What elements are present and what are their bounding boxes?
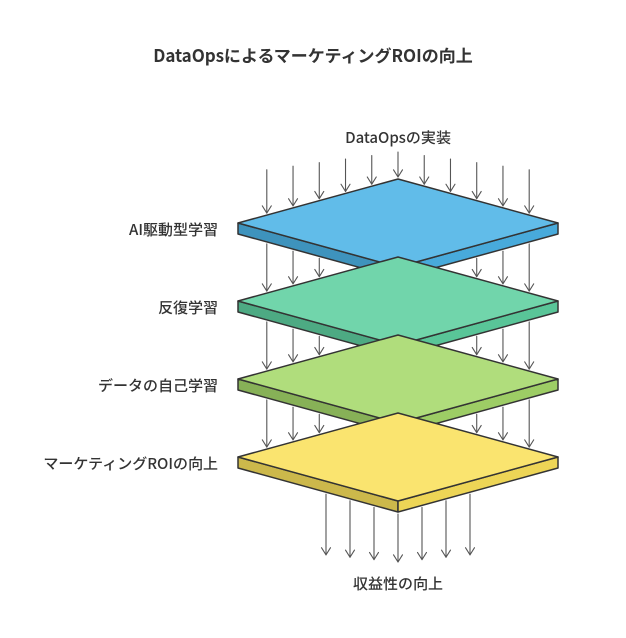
page-title: DataOpsによるマーケティングROIの向上 [0,42,626,67]
layer-label-1: 反復学習 [158,297,218,318]
bottom-label: 収益性の向上 [0,573,626,594]
top-label: DataOpsの実装 [0,127,626,148]
layer-label-3: マーケティングROIの向上 [43,453,218,474]
layer-label-0: AI駆動型学習 [129,219,218,240]
diagram-svg [0,0,626,638]
layer-label-2: データの自己学習 [98,375,218,396]
